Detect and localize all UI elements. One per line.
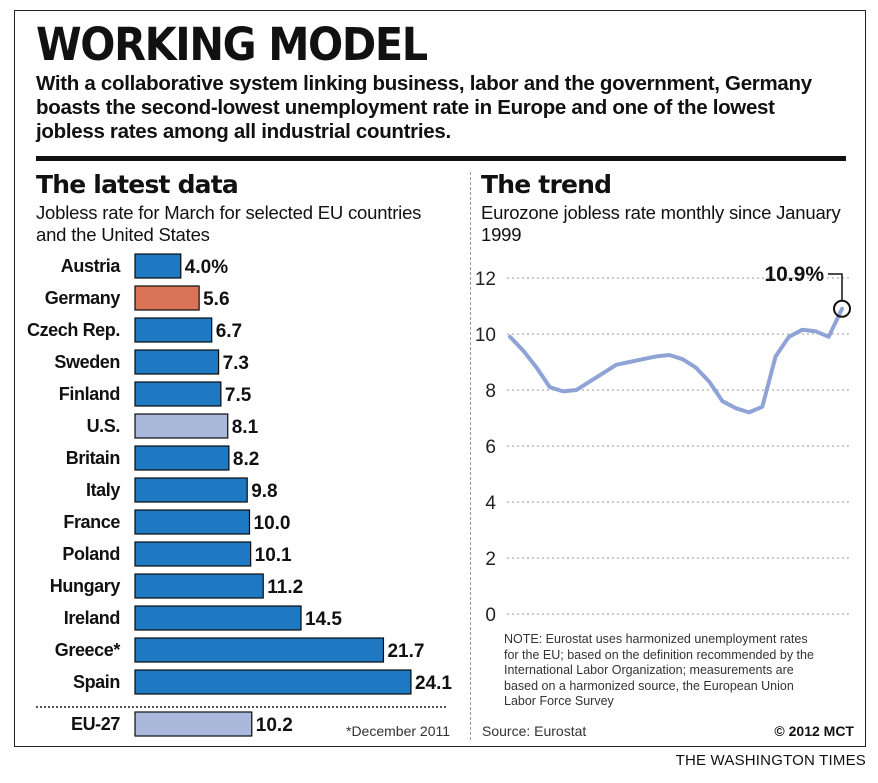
bar-value-label: 21.7 [387, 641, 424, 662]
bar-value-label: 10.2 [256, 715, 293, 736]
source-label: Source: Eurostat [482, 723, 587, 739]
eu-divider [36, 706, 446, 708]
bar-value-label: 24.1 [415, 673, 452, 694]
bar-category-label: Britain [66, 448, 120, 468]
right-subheading: Eurozone jobless rate monthly since Janu… [481, 202, 841, 245]
bar [134, 477, 248, 503]
bar-value-label: 7.5 [225, 385, 252, 406]
header-rule [36, 156, 846, 161]
bar [134, 413, 229, 439]
bar [134, 317, 213, 343]
left-subheading: Jobless rate for March for selected EU c… [36, 202, 422, 245]
bar [134, 381, 222, 407]
y-tick-label: 8 [485, 381, 496, 402]
bar [134, 349, 220, 375]
bar [134, 637, 385, 663]
greece-footnote: *December 2011 [346, 723, 451, 739]
bar-category-label: Greece* [55, 640, 121, 660]
y-tick-label: 12 [475, 269, 496, 290]
bar-value-label: 4.0% [185, 257, 228, 278]
graphic-frame [14, 10, 866, 747]
copyright: © 2012 MCT [774, 723, 854, 739]
y-tick-label: 0 [485, 605, 496, 626]
bar [134, 285, 200, 311]
bar-value-label: 10.1 [255, 545, 292, 566]
bar [134, 573, 264, 599]
bar-category-label: France [63, 512, 120, 532]
bar [134, 669, 412, 695]
bar [134, 253, 182, 279]
publisher-credit: THE WASHINGTON TIMES [675, 752, 866, 769]
bar-category-label: Italy [86, 480, 120, 500]
y-tick-label: 4 [485, 493, 496, 514]
bar-category-label: Poland [62, 544, 120, 564]
bar-category-label: Austria [61, 256, 122, 276]
trend-line [508, 306, 844, 415]
bar-value-label: 11.2 [267, 577, 303, 598]
bar [134, 711, 253, 737]
bar-value-label: 7.3 [223, 353, 249, 374]
bar-category-label: Sweden [54, 352, 120, 372]
bar-category-label: Ireland [64, 608, 120, 628]
bar-category-label: EU-27 [71, 714, 120, 734]
bar-category-label: Hungary [50, 576, 121, 596]
bar-value-label: 8.1 [232, 417, 259, 438]
bar [134, 605, 302, 631]
bar-category-label: Germany [45, 288, 121, 308]
y-tick-label: 6 [485, 437, 496, 458]
callout-label: 10.9% [764, 263, 824, 286]
bar-value-label: 10.0 [254, 513, 291, 534]
bar [134, 445, 230, 471]
right-heading: The trend [481, 170, 612, 199]
bar-category-label: U.S. [87, 416, 120, 436]
page-title: WORKING MODEL [36, 18, 428, 71]
bar-category-label: Czech Rep. [27, 320, 120, 340]
y-tick-label: 10 [475, 325, 496, 346]
bar-category-label: Finland [59, 384, 120, 404]
bar-value-label: 8.2 [233, 449, 259, 470]
y-tick-label: 2 [485, 549, 496, 570]
column-divider [470, 172, 471, 740]
deck-text: With a collaborative system linking busi… [36, 72, 812, 143]
chart-note: NOTE: Eurostat uses harmonized unemploym… [504, 632, 814, 708]
bar-value-label: 14.5 [305, 609, 342, 630]
callout-leader [828, 273, 843, 301]
bar-value-label: 9.8 [251, 481, 277, 502]
bar-category-label: Spain [73, 672, 120, 692]
left-heading: The latest data [36, 170, 239, 199]
bar [134, 509, 251, 535]
bar [134, 541, 252, 567]
bar-value-label: 6.7 [216, 321, 242, 342]
bar-value-label: 5.6 [203, 289, 229, 310]
